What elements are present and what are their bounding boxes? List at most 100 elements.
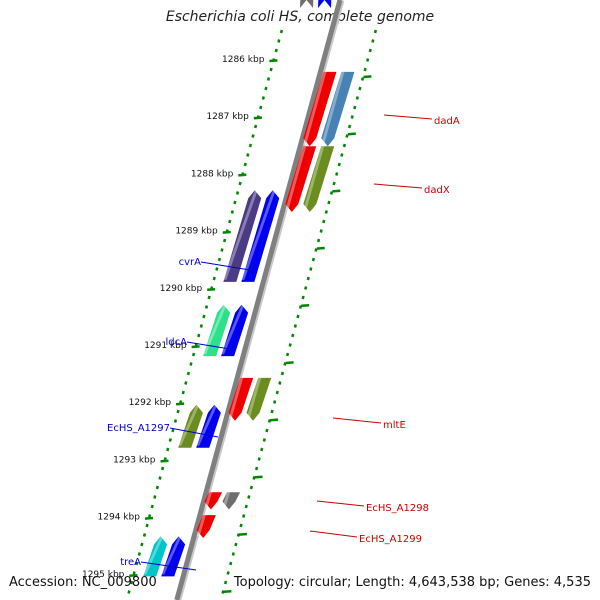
reverse-gene-0 [321,71,355,147]
forward-gene-6-sheen [178,404,200,446]
reverse-gene-8-sheen [196,515,206,537]
reverse-gene-4 [246,377,272,421]
track-dot-right [234,542,238,547]
track-dot-left [251,134,255,138]
forward-gene-8-sheen [143,536,164,575]
tick-mark-right [316,246,325,250]
track-dot-left [142,533,147,537]
track-dot-left [246,153,250,157]
track-dot-left [222,238,227,243]
reverse-gene-4-sheen [246,377,262,419]
forward-gene-6 [178,404,203,448]
leader-line [383,114,433,120]
track-dot-left [207,295,211,300]
leader-line [169,427,219,438]
track-dot-right [335,172,339,176]
reverse-gene-1 [303,71,337,147]
track-dot-left [279,29,284,34]
gene-label-EcHS_A1297: EcHS_A1297 [107,423,170,434]
track-dot-right [345,134,349,138]
reverse-gene-7-sheen [204,492,213,508]
track-dot-left [212,276,216,281]
leader-line [140,561,197,571]
track-dot-left [228,219,232,224]
gene-label-dadA: dadA [434,116,460,127]
tick-label: 1290 kbp [160,284,203,294]
reverse-gene-7 [204,492,223,510]
tick-mark [144,516,154,520]
map-title: Escherichia coli HS, complete genome [165,9,435,25]
forward-gene-5 [221,304,249,357]
tick-mark-right [254,475,263,479]
track-dot-left [186,371,191,376]
track-dot-right [329,191,334,195]
gene-label-dadX: dadX [424,185,450,196]
track-dot-right [226,571,230,575]
track-dot-right [371,39,375,43]
track-dot-right [244,504,248,509]
track-dot-right [270,409,274,414]
track-dot-right [275,390,279,395]
track-dot-left [220,248,224,252]
track-dot-left [137,552,141,556]
track-dot-left [264,86,268,91]
reverse-gene-3 [285,146,317,213]
tick-mark [222,230,231,234]
tick-mark-right [223,589,232,594]
track-dot-right [254,466,259,471]
track-dot-left [230,210,234,214]
track-dot-right [316,238,321,243]
track-dot-left [261,96,265,100]
tick-mark-right [301,303,310,308]
track-dot-left [181,390,185,395]
track-dot-left [150,504,154,509]
track-dot-left [269,67,273,72]
tick-mark-right [347,132,356,136]
track-dot-left [202,314,206,319]
track-dot-left [199,324,203,328]
track-dot-right [288,343,292,347]
forward-gene-5-sheen [221,304,245,355]
track-dot-left [277,39,281,43]
leader-line [200,261,251,271]
track-dot-left [155,485,160,490]
track-dot-right [223,580,228,585]
track-dot-right [239,523,243,528]
track-dot-left [235,191,240,195]
reverse-gene-8 [196,515,216,539]
track-dot-right [231,552,235,556]
gene-label-treA: treA [120,557,141,568]
tick-label: 1295 kbp [82,570,125,580]
track-dot-left [176,409,180,414]
track-dot-right [340,153,344,157]
gene-label-mltE: mltE [383,420,406,431]
track-dot-left [127,590,131,594]
track-dot-right [283,362,287,366]
forward-gene-8 [143,536,168,577]
tick-label: 1293 kbp [113,455,156,465]
forward-gene-0 [300,0,314,8]
forward-gene-3 [241,190,280,282]
reverse-gene-6 [222,492,241,510]
forward-gene-7-sheen [196,404,218,446]
track-dot-left [129,580,134,585]
track-dot-left [217,257,222,262]
track-dot-right [265,428,269,433]
leader-line [332,417,382,424]
track-dot-right [324,210,328,214]
track-dot-right [301,295,305,300]
track-dot-left [191,352,196,357]
track-dot-left [158,476,162,480]
track-dot-right [373,29,378,34]
gene-label-cvrA: cvrA [179,257,202,268]
track-dot-right [363,67,367,72]
tick-label: 1292 kbp [129,398,172,408]
forward-gene-4-sheen [203,304,227,355]
track-dot-left [168,438,172,442]
forward-gene-2 [223,190,262,282]
tick-mark [269,59,278,63]
track-dot-right [322,219,326,224]
reverse-gene-1-sheen [303,71,327,145]
tick-mark-right [363,75,372,79]
